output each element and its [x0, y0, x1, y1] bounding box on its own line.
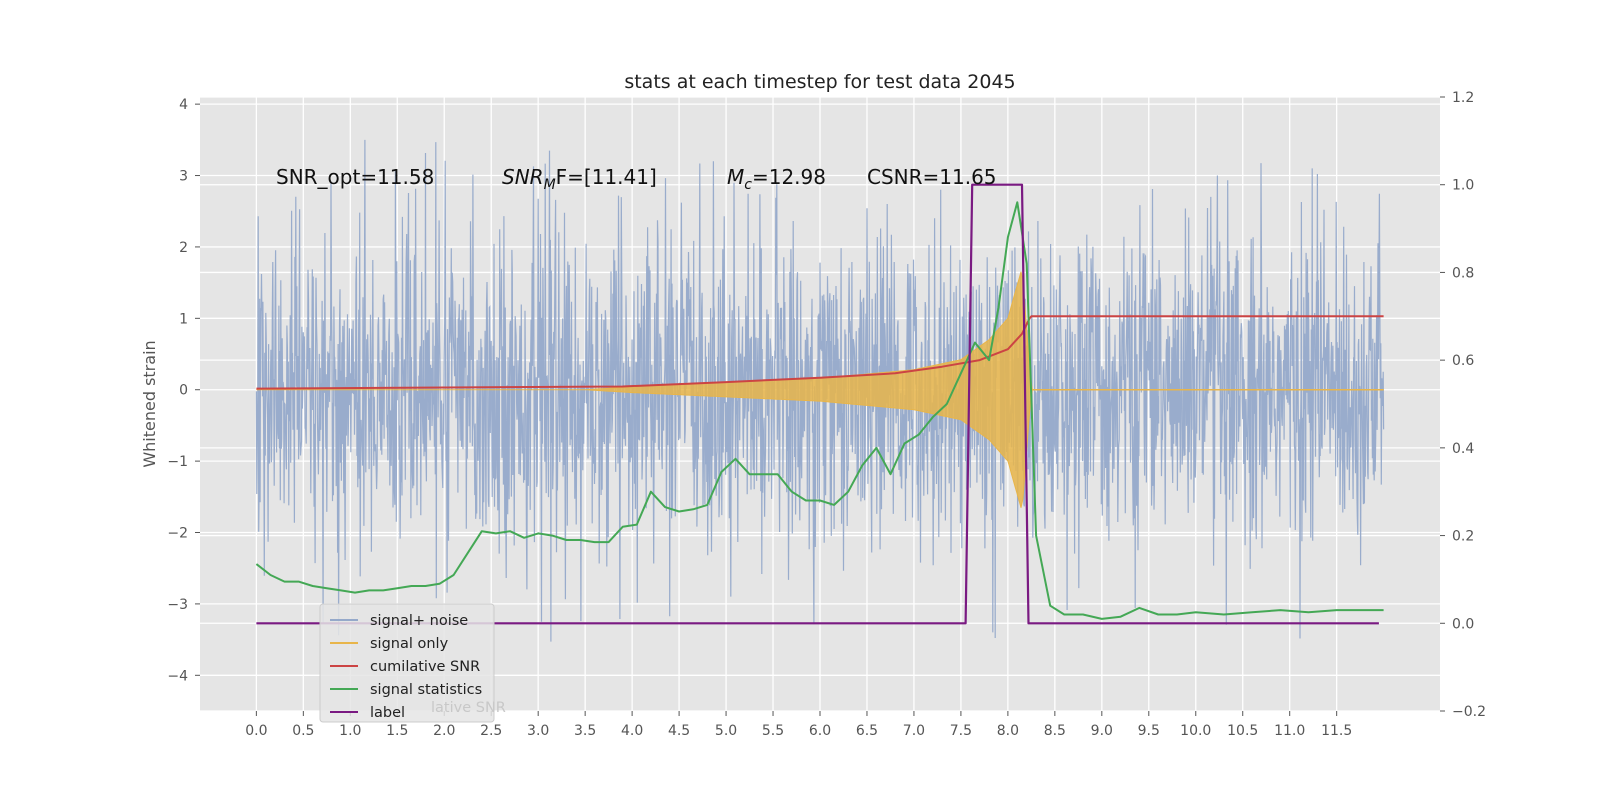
y2-tick-label: 1.2 [1452, 90, 1474, 106]
y-axis-label: Whitened strain [140, 340, 159, 467]
annotation-snr-mf-main: SNR [502, 165, 544, 189]
y2-tick-label: 0.2 [1452, 529, 1474, 545]
legend-label: signal only [370, 636, 449, 652]
x-tick-label: 5.0 [715, 723, 737, 739]
annotation-csnr: CSNR=11.65 [867, 165, 997, 189]
legend: lative SNR signal+ noise signal only cumil… [320, 604, 506, 722]
y-tick-label: 3 [179, 169, 188, 185]
x-tick-label: 5.5 [762, 723, 784, 739]
x-tick-label: 2.5 [480, 723, 502, 739]
x-tick-label: 0.0 [245, 723, 267, 739]
legend-label: cumilative SNR [370, 659, 480, 675]
x-tick-label: 3.0 [527, 723, 549, 739]
x-tick-label: 6.0 [809, 723, 831, 739]
y-tick-label: −2 [167, 526, 188, 542]
x-tick-label: 6.5 [856, 723, 878, 739]
x-tick-label: 4.5 [668, 723, 690, 739]
y-tick-label: 4 [179, 97, 188, 113]
annotation-mc: Mc=12.98 [727, 165, 826, 193]
annotation-snr-opt: SNR_opt=11.58 [276, 165, 434, 189]
x-tick-label: 4.0 [621, 723, 643, 739]
x-tick-label: 9.0 [1091, 723, 1113, 739]
y-tick-label: −1 [167, 454, 188, 470]
x-tick-label: 1.5 [386, 723, 408, 739]
x-tick-label: 9.5 [1138, 723, 1160, 739]
annotation-snr-mf: SNRMF=[11.41] [502, 165, 657, 193]
x-tick-label: 1.0 [339, 723, 361, 739]
annotation-snr-mf-sub: M [544, 177, 556, 193]
x-tick-label: 0.5 [292, 723, 314, 739]
legend-label: label [370, 705, 405, 721]
legend-label: signal+ noise [370, 613, 468, 629]
y-tick-label: 0 [179, 383, 188, 399]
x-tick-label: 7.0 [903, 723, 925, 739]
x-tick-label: 2.0 [433, 723, 455, 739]
y-tick-label: 2 [179, 240, 188, 256]
legend-label: signal statistics [370, 682, 482, 698]
x-tick-label: 3.5 [574, 723, 596, 739]
x-tick-label: 11.0 [1274, 723, 1305, 739]
x-tick-label: 10.0 [1180, 723, 1211, 739]
annotation-mc-rest: =12.98 [752, 165, 826, 189]
x-tick-label: 8.0 [997, 723, 1019, 739]
chart-title: stats at each timestep for test data 204… [624, 71, 1015, 93]
y2-tick-label: 0.8 [1452, 265, 1474, 281]
x-tick-label: 11.5 [1321, 723, 1352, 739]
x-tick-label: 10.5 [1227, 723, 1258, 739]
y2-tick-label: −0.2 [1452, 704, 1486, 720]
y-tick-label: −3 [167, 597, 188, 613]
y-tick-label: −4 [167, 668, 188, 684]
y2-tick-label: 0.4 [1452, 441, 1474, 457]
y-tick-label: 1 [179, 311, 188, 327]
legend-ghost-text: lative SNR [431, 700, 506, 716]
annotation-snr-mf-rest: F=[11.41] [556, 165, 657, 189]
x-tick-label: 7.5 [950, 723, 972, 739]
x-tick-label: 8.5 [1044, 723, 1066, 739]
y2-tick-label: 0.6 [1452, 353, 1474, 369]
y2-tick-label: 1.0 [1452, 178, 1474, 194]
y2-tick-label: 0.0 [1452, 616, 1474, 632]
annotation-mc-main: M [727, 165, 744, 189]
